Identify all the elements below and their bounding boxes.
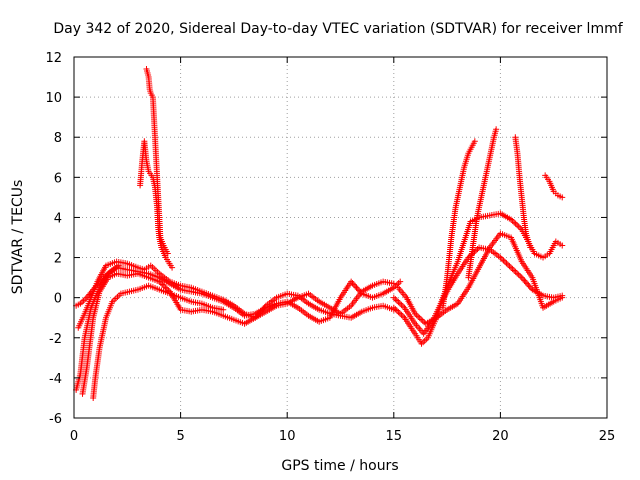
data-point <box>220 306 227 313</box>
y-tick-label: -2 <box>49 332 62 347</box>
data-point <box>169 264 176 271</box>
y-axis-label: SDTVAR / TECUs <box>10 180 26 295</box>
y-tick-label: 4 <box>54 211 62 226</box>
x-tick-label: 25 <box>599 429 616 444</box>
x-tick-label: 10 <box>279 429 296 444</box>
data-point <box>115 262 122 269</box>
x-tick-label: 5 <box>176 429 184 444</box>
data-point <box>471 138 478 145</box>
y-tick-label: 0 <box>54 292 62 307</box>
data-point <box>559 294 566 301</box>
x-tick-label: 20 <box>492 429 509 444</box>
data-point <box>493 126 500 133</box>
data-point <box>559 194 566 201</box>
y-tick-label: 8 <box>54 131 62 146</box>
y-tick-label: -4 <box>49 372 62 387</box>
y-tick-label: 6 <box>54 171 62 186</box>
data-point <box>164 250 171 257</box>
y-tick-label: -6 <box>49 412 62 427</box>
chart-title: Day 342 of 2020, Sidereal Day-to-day VTE… <box>53 21 623 37</box>
data-point <box>559 242 566 249</box>
data-point <box>397 278 404 285</box>
y-tick-label: 2 <box>54 252 62 267</box>
x-axis-label: GPS time / hours <box>281 458 398 474</box>
x-tick-label: 0 <box>70 429 78 444</box>
axis-ticks: 0 5 10 15 20 25 -6 -4 -2 0 2 4 6 8 10 12 <box>45 51 615 444</box>
data-points <box>73 66 566 401</box>
y-tick-label: 12 <box>45 51 62 66</box>
x-tick-label: 15 <box>386 429 403 444</box>
y-tick-label: 10 <box>45 91 62 106</box>
data-point <box>527 244 534 251</box>
data-point <box>390 280 397 287</box>
plot-frame <box>73 56 608 419</box>
